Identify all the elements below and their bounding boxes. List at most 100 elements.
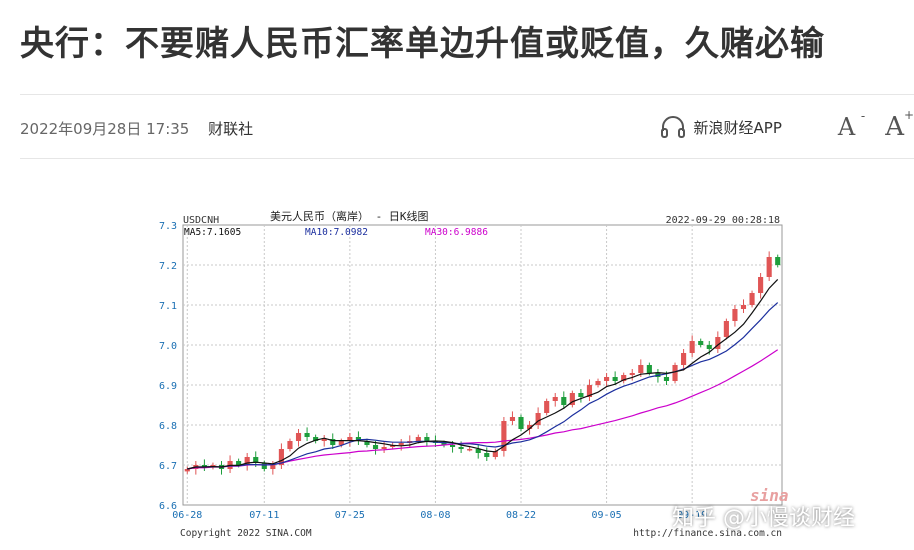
chart-symbol: USDCNH [183,215,219,226]
candle-body [706,345,712,349]
sina-finance-app-link[interactable]: 新浪财经APP [660,115,782,139]
candle-body [355,437,361,441]
candle-body [441,443,447,445]
y-tick-label: 7.1 [159,301,177,312]
x-axis: 06-28 07-11 07-25 08-08 08-22 09-05 09-19 [172,510,707,521]
y-tick-label: 7.2 [159,261,177,272]
candle-body [621,375,627,381]
article-meta: 2022年09月28日 17:35 财联社 [20,118,253,139]
candle-body [424,437,430,441]
font-decrease-icon: A [837,113,856,141]
candle-body [663,377,670,381]
x-tick-label: 08-22 [506,510,536,521]
candle-body [569,393,575,405]
candle-body [492,451,498,457]
candle-body [526,425,533,429]
title-divider [20,94,914,95]
article-source[interactable]: 财联社 [208,120,254,138]
x-tick-label: 07-25 [335,510,365,521]
candle-body [509,417,516,421]
candle-body [390,445,396,447]
ma5-line [187,278,779,470]
candle-body [278,449,284,465]
article-title: 央行：不要赌人民币汇率单边升值或贬值，久赌必输 [20,24,825,64]
candle-body [544,401,550,413]
font-increase-icon: A [885,112,904,142]
candle-body [244,457,250,465]
candle-body [766,257,772,277]
y-tick-label: 7.3 [159,221,177,232]
candle-body [184,469,190,472]
y-tick-label: 6.6 [159,501,177,512]
candle-body [338,441,344,445]
candle-body [201,465,207,467]
candle-body [775,257,781,265]
article-toolbar: 新浪财经APP A- A + [660,108,914,142]
y-tick-label: 6.8 [159,421,177,432]
candle-body [758,277,764,293]
candle-body [415,437,421,441]
ma10-line [187,302,779,470]
candle-body [475,449,481,453]
candle-body [749,293,755,305]
meta-divider [20,158,914,159]
candle-body [586,385,593,397]
candles [184,251,781,475]
y-axis: 6.6 6.7 6.8 6.9 7.0 7.1 7.2 7.3 [159,221,177,512]
x-tick-label: 09-05 [592,510,622,521]
candle-body [612,377,618,381]
candle-body [672,365,678,381]
candle-body [578,393,584,397]
candle-body [287,441,293,449]
x-tick-label: 07-11 [249,510,279,521]
font-decrease-mark: - [860,109,866,123]
y-tick-label: 6.7 [159,461,177,472]
app-label: 新浪财经APP [693,118,782,137]
candle-body [398,443,404,445]
font-decrease-button[interactable]: A- [837,109,865,141]
ma30-label: MA30:6.9886 [425,227,488,238]
candle-body [740,305,747,309]
candle-body [595,381,601,385]
candle-body [330,439,336,445]
plot-frame [182,224,783,506]
candle-body [304,433,310,437]
candle-body [518,417,524,429]
font-increase-mark: + [903,108,914,122]
y-tick-label: 7.0 [159,341,177,352]
ma10-label: MA10:7.0982 [305,227,368,238]
candle-body [313,437,319,441]
candle-body [723,321,729,337]
y-tick-label: 6.9 [159,381,177,392]
candle-body [295,433,302,441]
candle-body [372,445,379,449]
chart-copyright: Copyright 2022 SINA.COM [180,528,312,539]
candle-body [321,439,327,441]
chart-source-url: http://finance.sina.com.cn [633,528,782,539]
candle-body [604,377,610,381]
publish-date: 2022年09月28日 17:35 [20,120,190,138]
candle-body [484,453,490,457]
candle-body [646,365,652,373]
sina-logo: sina [750,486,789,505]
candle-body [552,397,558,401]
x-tick-label: 06-28 [172,510,202,521]
chart-timestamp: 2022-09-29 00:28:18 [666,215,780,226]
candle-body [638,365,644,373]
candle-body [715,337,721,349]
candle-body [467,449,473,451]
ma30-line [187,349,779,470]
headphones-icon [660,116,685,138]
candle-body [629,373,635,375]
zhihu-watermark: 知乎 @小慢谈财经 [672,506,855,531]
candle-body [210,465,216,467]
usdcnh-kline-chart: 6.6 6.7 6.8 6.9 7.0 7.1 7.2 7.3 06-28 07-11 07-25… [159,209,789,539]
candle-body [698,341,704,345]
x-tick-label: 08-08 [420,510,450,521]
candle-body [449,445,456,447]
candle-body [364,441,370,445]
candle-body [381,447,387,449]
candle-body [270,465,276,469]
candle-body [501,421,507,451]
font-increase-button[interactable]: A + [885,108,914,142]
